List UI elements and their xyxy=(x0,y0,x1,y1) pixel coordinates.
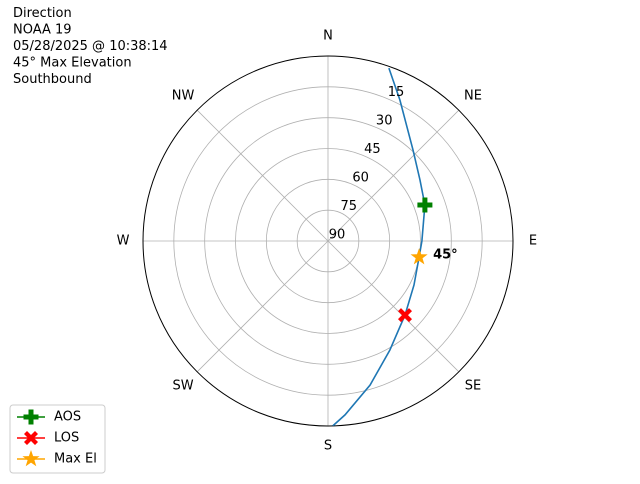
radial-grid-line xyxy=(235,148,421,334)
legend-label: LOS xyxy=(54,431,79,446)
marker-plus xyxy=(417,197,433,213)
angular-tick-label: N xyxy=(323,29,333,44)
radial-tick-label: 30 xyxy=(376,114,393,129)
angular-tick-label: NE xyxy=(464,89,482,104)
radial-tick-label: 45 xyxy=(364,142,381,157)
radial-grid-line xyxy=(204,117,452,365)
legend-marker xyxy=(24,431,38,445)
angular-tick-label: E xyxy=(529,234,537,249)
radial-tick-label: 75 xyxy=(341,199,358,214)
radial-tick-label: 60 xyxy=(352,171,369,186)
legend-box xyxy=(9,404,106,474)
title-line: 05/28/2025 @ 10:38:14 xyxy=(13,39,168,54)
radial-tick-label: 90 xyxy=(329,228,346,243)
legend-marker xyxy=(23,409,39,425)
marker-star xyxy=(410,248,428,265)
title-line: NOAA 19 xyxy=(13,23,72,38)
radial-tick-label: 15 xyxy=(388,85,405,100)
angular-tick-label: SE xyxy=(465,378,481,393)
legend-label: AOS xyxy=(54,410,81,425)
radial-grid-line xyxy=(296,209,360,273)
radial-grid-line xyxy=(265,178,391,304)
marker-x xyxy=(398,308,412,323)
angular-tick-label: W xyxy=(117,234,130,249)
angular-tick-label: S xyxy=(324,439,332,454)
legend-label: Max El xyxy=(54,452,97,467)
legend-marker xyxy=(22,450,40,467)
polar-frame xyxy=(142,55,514,427)
title-line: Southbound xyxy=(13,72,92,87)
annotation: 45° xyxy=(433,248,458,263)
title-line: Direction xyxy=(13,6,72,21)
radial-grid-line xyxy=(173,86,483,396)
angular-tick-label: NW xyxy=(172,89,195,104)
angular-tick-label: SW xyxy=(172,378,193,393)
title-line: 45° Max Elevation xyxy=(13,56,132,71)
